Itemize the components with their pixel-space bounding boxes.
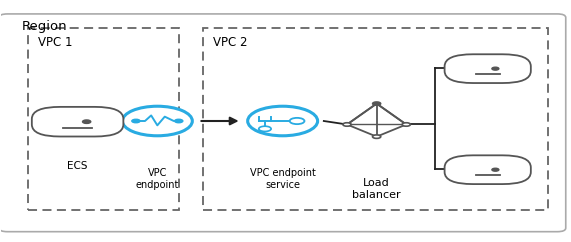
- Circle shape: [469, 59, 507, 76]
- Circle shape: [343, 123, 351, 126]
- Circle shape: [474, 57, 493, 65]
- Text: VPC 2: VPC 2: [213, 36, 248, 49]
- FancyBboxPatch shape: [32, 107, 123, 136]
- Circle shape: [289, 118, 304, 124]
- Circle shape: [461, 61, 488, 72]
- Circle shape: [78, 113, 109, 126]
- Circle shape: [402, 123, 411, 126]
- Circle shape: [122, 106, 192, 136]
- FancyBboxPatch shape: [445, 54, 531, 83]
- Circle shape: [175, 119, 183, 123]
- Circle shape: [248, 106, 317, 136]
- Circle shape: [488, 162, 514, 173]
- Text: Load
balancer: Load balancer: [352, 178, 401, 200]
- Circle shape: [372, 135, 381, 138]
- Text: VPC endpoint
service: VPC endpoint service: [250, 168, 316, 190]
- Circle shape: [46, 113, 78, 126]
- Circle shape: [132, 119, 140, 123]
- FancyBboxPatch shape: [0, 14, 566, 232]
- Circle shape: [474, 158, 493, 166]
- Circle shape: [488, 61, 514, 72]
- Circle shape: [461, 162, 488, 173]
- Circle shape: [259, 126, 271, 131]
- Text: VPC
endpoint: VPC endpoint: [136, 168, 179, 190]
- Bar: [461, 67, 515, 76]
- Text: ECS: ECS: [67, 160, 88, 171]
- Polygon shape: [347, 104, 407, 137]
- Text: VPC 1: VPC 1: [38, 36, 73, 49]
- Bar: [461, 168, 515, 177]
- Circle shape: [61, 108, 84, 118]
- Circle shape: [492, 67, 499, 70]
- Circle shape: [372, 102, 381, 105]
- Text: Region: Region: [22, 20, 67, 33]
- Bar: [46, 119, 110, 131]
- Circle shape: [55, 111, 100, 130]
- Circle shape: [492, 168, 499, 171]
- Circle shape: [83, 120, 91, 123]
- Circle shape: [469, 160, 507, 176]
- FancyBboxPatch shape: [445, 155, 531, 184]
